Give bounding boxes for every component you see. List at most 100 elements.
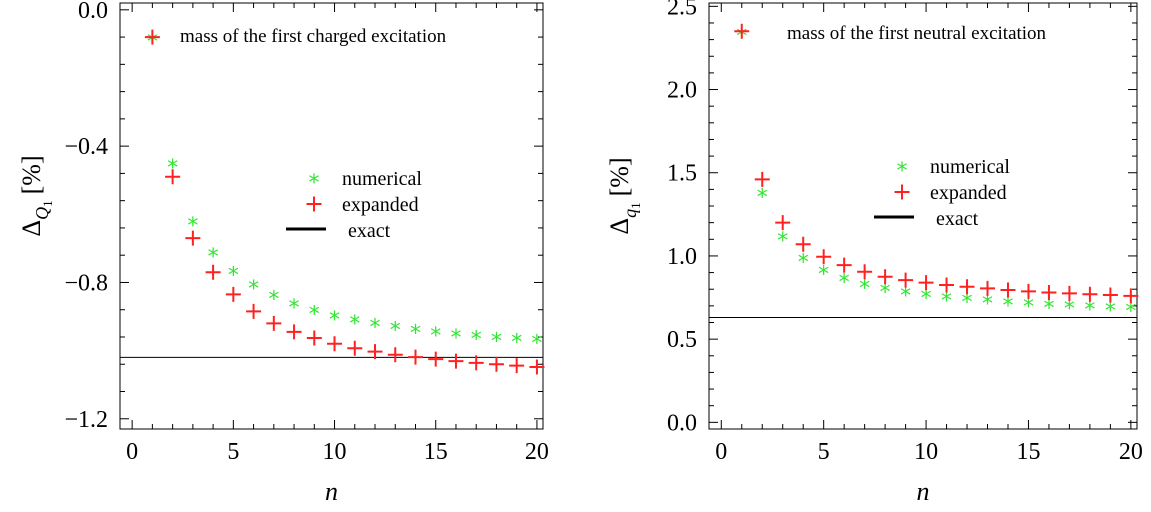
y-axis-title-unit: [%]: [605, 157, 634, 196]
y-axis-title-unit: [%]: [17, 155, 46, 194]
data-point-numerical: *: [349, 312, 360, 337]
y-axis-title-sub: q: [620, 209, 640, 218]
data-point-expanded: [185, 230, 201, 246]
legend-label-exact: exact: [936, 208, 979, 230]
y-tick-label: 0.5: [667, 327, 697, 353]
y-tick-label: 1.0: [667, 244, 697, 270]
data-point-numerical: *: [1043, 296, 1054, 321]
data-point-expanded: [1082, 286, 1098, 302]
data-point-expanded: [529, 359, 545, 375]
data-point-numerical: *: [450, 326, 461, 351]
legend-label-exact: exact: [348, 220, 391, 242]
x-tick-label: 15: [424, 439, 448, 465]
data-point-expanded: [144, 29, 160, 45]
data-point-expanded: [246, 303, 262, 319]
data-point-numerical: *: [248, 277, 259, 302]
data-point-expanded: [1102, 287, 1118, 303]
data-point-expanded: [816, 249, 832, 265]
data-point-expanded: [980, 280, 996, 296]
data-point-numerical: *: [289, 296, 300, 321]
data-point-numerical: *: [511, 331, 522, 356]
data-point-numerical: *: [818, 262, 829, 287]
plot-frame: [708, 2, 1138, 430]
data-point-expanded: [918, 275, 934, 291]
data-point-expanded: [877, 269, 893, 285]
data-point-expanded: [1123, 288, 1139, 304]
data-point-expanded: [286, 324, 302, 340]
data-point-numerical: *: [921, 286, 932, 311]
data-point-numerical: *: [1002, 294, 1013, 319]
y-axis-title: ΔQ1 [%]: [17, 155, 55, 236]
data-point-numerical: *: [941, 289, 952, 314]
data-point-expanded: [468, 355, 484, 371]
data-point-expanded: [428, 351, 444, 367]
legend-label-expanded: expanded: [342, 194, 419, 216]
data-point-expanded: [448, 353, 464, 369]
legend-marker-numerical: *: [309, 171, 320, 196]
legend-marker-expanded: [894, 184, 910, 200]
chart-panel-1: 0 5 10 15 20 0.0 −0.4 −0.8 −1.2 n ΔQ1 [%] * * * * * * * * * *…: [17, 0, 549, 506]
data-point-numerical: *: [329, 308, 340, 333]
annotation-label: mass of the first charged excitation: [180, 26, 447, 47]
data-point-expanded: [1041, 285, 1057, 301]
legend-label-expanded: expanded: [930, 182, 1007, 204]
legend-marker-expanded: [306, 196, 322, 212]
data-point-expanded: [1061, 285, 1077, 301]
data-point-numerical: *: [1023, 295, 1034, 320]
data-point-numerical: *: [531, 332, 542, 357]
annotation-label: mass of the first neutral excitation: [787, 23, 1047, 44]
data-point-expanded: [266, 315, 282, 331]
y-tick-label: 0.0: [78, 0, 108, 24]
data-point-expanded: [734, 23, 750, 39]
data-point-expanded: [387, 347, 403, 363]
data-point-numerical: *: [208, 245, 219, 270]
data-point-expanded: [836, 257, 852, 273]
data-point-numerical: *: [1105, 299, 1116, 324]
data-point-numerical: *: [390, 319, 401, 344]
data-point-expanded: [165, 169, 181, 185]
y-axis-title-subsub: 1: [628, 202, 643, 209]
x-tick-label: 5: [227, 439, 239, 465]
data-point-numerical: *: [187, 214, 198, 239]
x-tick-label: 0: [715, 439, 727, 465]
data-point-expanded: [795, 236, 811, 252]
x-tick-label: 5: [818, 439, 830, 465]
y-tick-label: 2.0: [667, 78, 697, 104]
plot-frame: [119, 2, 544, 430]
data-point-numerical: *: [1125, 300, 1136, 325]
data-point-numerical: *: [309, 303, 320, 328]
data-point-numerical: *: [430, 324, 441, 349]
x-tick-label: 20: [1119, 439, 1143, 465]
data-point-numerical: *: [1064, 297, 1075, 322]
data-point-expanded: [488, 356, 504, 372]
y-tick-label: 2.5: [667, 0, 697, 20]
x-tick-label: 15: [1016, 439, 1040, 465]
data-point-numerical: *: [777, 229, 788, 254]
y-tick-label: 0.0: [667, 410, 697, 436]
data-point-numerical: *: [839, 271, 850, 296]
data-point-numerical: *: [962, 291, 973, 316]
chart-panel-2: 0 5 10 15 20 0.0 0.5 1.0 1.5 2.0 2.5 n Δq1 [%] * * * * * * *…: [605, 0, 1143, 506]
data-point-expanded: [225, 286, 241, 302]
y-tick-label: −0.8: [64, 270, 108, 296]
data-point-numerical: *: [880, 281, 891, 306]
data-point-expanded: [327, 336, 343, 352]
legend-label-numerical: numerical: [930, 156, 1010, 178]
data-point-numerical: *: [410, 321, 421, 346]
data-point-expanded: [509, 358, 525, 374]
y-axis-title-main: Δ: [605, 218, 634, 235]
y-axis-title-sub: Q: [32, 207, 52, 220]
y-axis-title-main: Δ: [17, 220, 46, 237]
data-point-expanded: [754, 171, 770, 187]
data-point-expanded: [407, 349, 423, 365]
data-point-numerical: *: [757, 186, 768, 211]
data-point-numerical: *: [370, 316, 381, 341]
y-axis-title-subsub: 1: [40, 200, 55, 207]
x-tick-label: 10: [323, 439, 347, 465]
x-tick-label: 0: [126, 439, 138, 465]
data-point-numerical: *: [1084, 298, 1095, 323]
data-point-numerical: *: [982, 292, 993, 317]
y-tick-label: 1.5: [667, 161, 697, 187]
x-tick-label: 20: [525, 439, 549, 465]
